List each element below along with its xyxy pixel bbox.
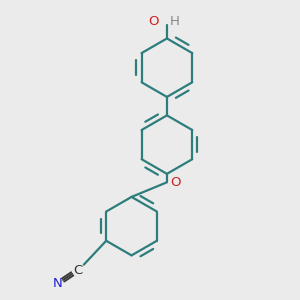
Text: H: H	[170, 15, 180, 28]
Text: O: O	[149, 15, 159, 28]
Text: N: N	[53, 277, 63, 290]
Text: C: C	[73, 264, 82, 277]
Text: O: O	[170, 176, 181, 189]
